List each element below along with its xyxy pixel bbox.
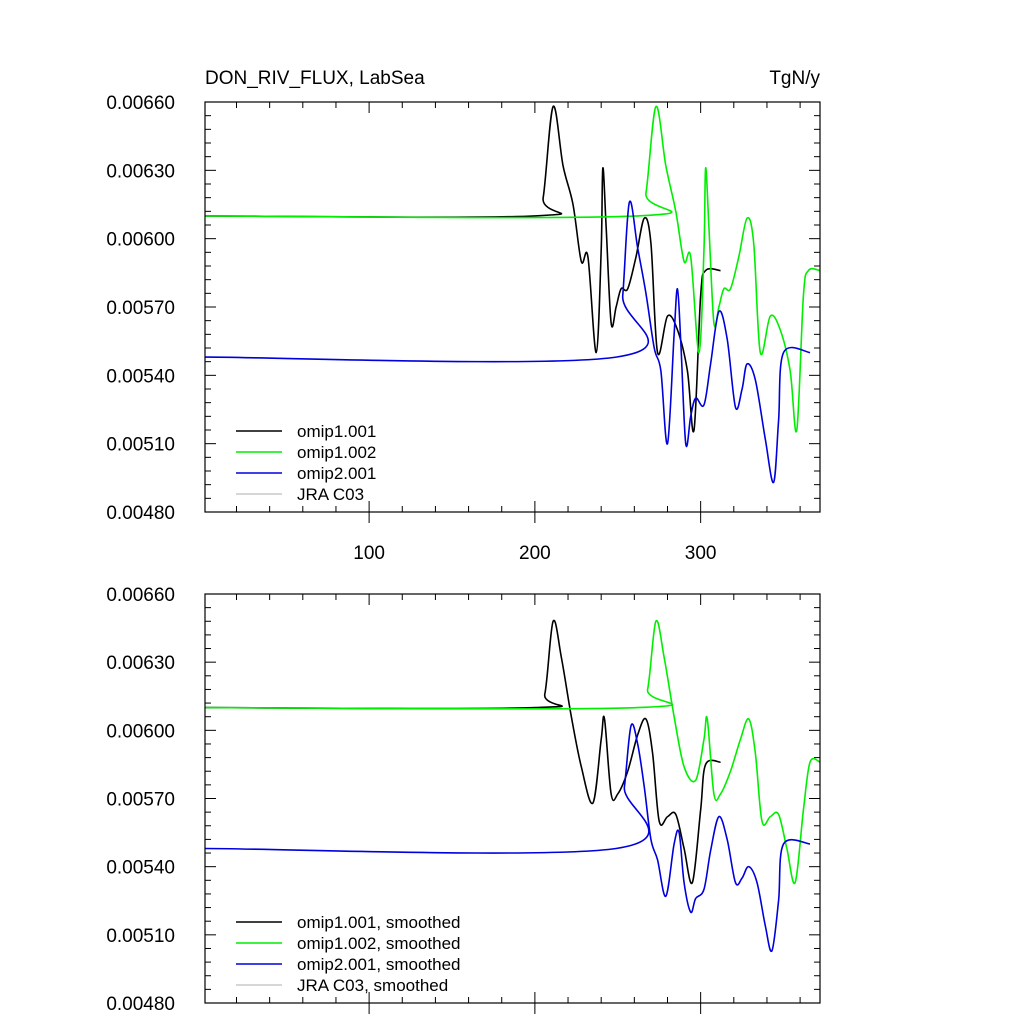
series-line-3 (205, 723, 811, 953)
legend-label: JRA C03 (297, 485, 364, 504)
chart-title: DON_RIV_FLUX, LabSea (205, 68, 425, 89)
legend-label: omip1.001 (297, 422, 376, 441)
y-tick-label: 0.00660 (106, 93, 175, 114)
lower-chart-panel: 0.00480 0.00510 0.00540 0.00570 0.00600 0.006… (106, 585, 821, 1015)
y-tick-label: 0.00630 (106, 161, 175, 182)
y-tick-label: 0.00510 (106, 435, 175, 456)
x-tick-label: 200 (519, 543, 551, 564)
series-line-1 (205, 105, 721, 433)
y-tick-label: 0.00480 (106, 503, 175, 524)
legend-label: omip1.002, smoothed (297, 934, 461, 953)
y-tick-label: 0.00630 (106, 653, 175, 674)
legend-label: omip1.001, smoothed (297, 913, 461, 932)
y-tick-label: 0.00480 (106, 994, 175, 1015)
series-line-2 (205, 105, 820, 433)
legend-label: omip2.001, smoothed (297, 955, 461, 974)
plot-frame (204, 101, 821, 513)
series-line-2 (205, 619, 820, 885)
legend-label: omip1.002 (297, 443, 376, 462)
upper-chart-panel: 0.00480 0.00510 0.00540 0.00570 0.00600 0.006… (106, 68, 821, 564)
series-line-1 (205, 619, 721, 885)
y-tick-label: 0.00570 (106, 790, 175, 811)
plot-frame (204, 593, 821, 1004)
y-tick-label: 0.00510 (106, 926, 175, 947)
chart-units: TgN/y (769, 68, 820, 89)
y-tick-label: 0.00600 (106, 721, 175, 742)
x-tick-label: 300 (685, 543, 717, 564)
x-tick-label: 100 (353, 543, 385, 564)
legend-label: JRA C03, smoothed (297, 976, 448, 995)
series-line-3 (205, 200, 811, 484)
y-tick-label: 0.00540 (106, 858, 175, 879)
legend-label: omip2.001 (297, 464, 376, 483)
y-tick-label: 0.00540 (106, 366, 175, 387)
y-tick-label: 0.00660 (106, 585, 175, 606)
y-tick-label: 0.00600 (106, 230, 175, 251)
y-tick-label: 0.00570 (106, 298, 175, 319)
